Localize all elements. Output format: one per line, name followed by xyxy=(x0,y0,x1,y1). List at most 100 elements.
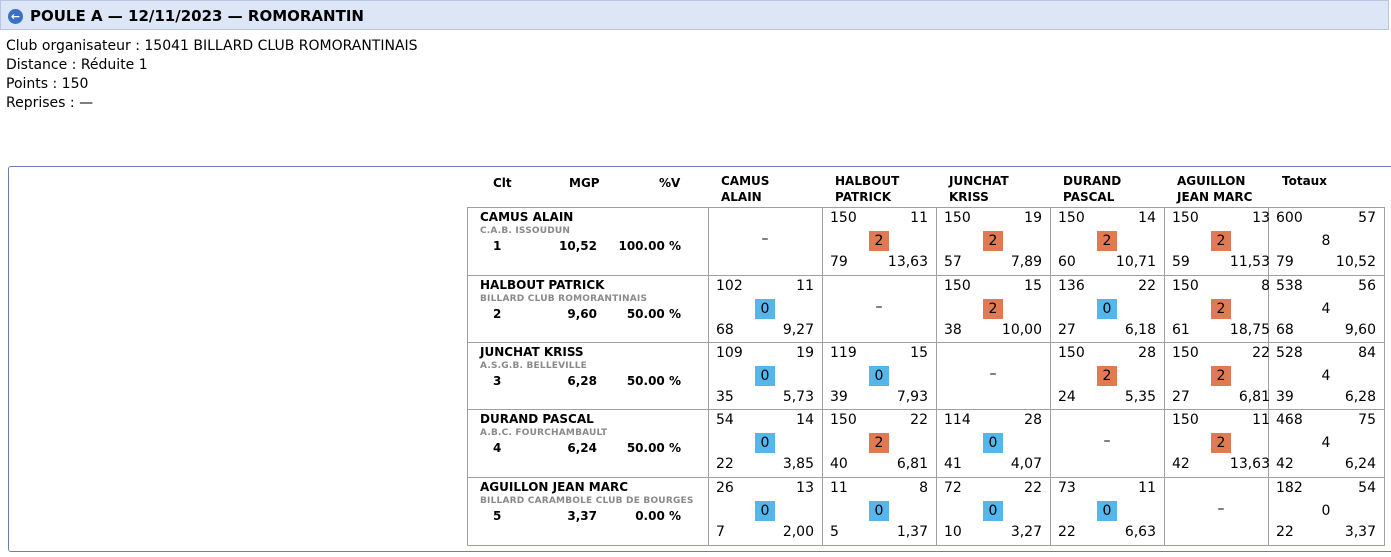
player-club: A.B.C. FOURCHAMBAULT xyxy=(480,428,608,438)
match-serie: 27 xyxy=(1058,322,1076,338)
match-points: 54 xyxy=(716,412,734,428)
match-cell: 54 14 22 3,85 0 xyxy=(708,409,822,477)
match-serie: 79 xyxy=(1276,254,1294,270)
grid-vline xyxy=(467,207,468,546)
match-points: 150 xyxy=(1172,345,1199,361)
player-rank: 4 xyxy=(493,441,502,455)
match-cell: 136 22 27 6,18 0 xyxy=(1050,275,1164,343)
grid-vline xyxy=(1268,207,1269,546)
points: Points : 150 xyxy=(6,76,89,92)
win-badge: 2 xyxy=(1211,366,1231,386)
total-match-points: 4 xyxy=(1321,301,1331,317)
match-reprises: 19 xyxy=(796,345,814,361)
match-serie: 39 xyxy=(830,389,848,405)
match-points: 150 xyxy=(1058,210,1085,226)
match-cell: – xyxy=(708,207,822,275)
player-club: BILLARD CLUB ROMORANTINAIS xyxy=(480,294,648,304)
win-badge: 2 xyxy=(1211,433,1231,453)
totals-cell: 538 56 68 9,60 4 xyxy=(1268,275,1384,343)
win-badge: 2 xyxy=(1097,231,1117,251)
total-match-points: 4 xyxy=(1321,435,1331,451)
win-badge: 2 xyxy=(869,231,889,251)
match-cell: 102 11 68 9,27 0 xyxy=(708,275,822,343)
match-moyenne: 6,18 xyxy=(1124,322,1156,338)
total-match-points: 4 xyxy=(1321,368,1331,384)
match-moyenne: 5,73 xyxy=(782,389,814,405)
match-cell: 73 11 22 6,63 0 xyxy=(1050,477,1164,545)
match-points: 73 xyxy=(1058,480,1076,496)
match-reprises: 22 xyxy=(1138,278,1156,294)
match-serie: 59 xyxy=(1172,254,1190,270)
match-cell: 72 22 10 3,27 0 xyxy=(936,477,1050,545)
header-opponent: HALBOUT PATRICK xyxy=(835,174,900,204)
match-moyenne: 10,00 xyxy=(1001,322,1042,338)
player-name: AGUILLON JEAN MARC xyxy=(480,480,629,494)
match-cell: 150 22 40 6,81 2 xyxy=(822,409,936,477)
match-cell: – xyxy=(1164,477,1278,545)
match-reprises: 11 xyxy=(796,278,814,294)
loss-badge: 0 xyxy=(755,299,775,319)
match-points: 468 xyxy=(1276,412,1303,428)
player-mgp: 10,52 xyxy=(559,239,597,253)
match-moyenne: 13,63 xyxy=(887,254,928,270)
results-panel xyxy=(8,166,1391,552)
win-badge: 2 xyxy=(1097,366,1117,386)
match-points: 150 xyxy=(944,210,971,226)
club-organisateur: Club organisateur : 15041 BILLARD CLUB R… xyxy=(6,38,418,54)
header-totaux: Totaux xyxy=(1282,174,1327,188)
totals-cell: 528 84 39 6,28 4 xyxy=(1268,342,1384,410)
match-points: 150 xyxy=(944,278,971,294)
match-cell: 119 15 39 7,93 0 xyxy=(822,342,936,410)
no-match-dash: – xyxy=(1217,501,1225,517)
totals-cell: 468 75 42 6,24 4 xyxy=(1268,409,1384,477)
match-cell: – xyxy=(822,275,936,343)
no-match-dash: – xyxy=(1103,433,1111,449)
match-reprises: 84 xyxy=(1358,345,1376,361)
grid-hline xyxy=(467,409,1385,410)
match-cell: 11 8 5 1,37 0 xyxy=(822,477,936,545)
match-reprises: 13 xyxy=(1252,210,1270,226)
no-match-dash: – xyxy=(875,299,883,315)
match-moyenne: 7,89 xyxy=(1010,254,1042,270)
competition-info: Club organisateur : 15041 BILLARD CLUB R… xyxy=(6,37,418,113)
back-arrow-icon[interactable]: ← xyxy=(8,9,23,24)
grid-vline xyxy=(1384,207,1385,546)
match-reprises: 8 xyxy=(1261,278,1270,294)
match-moyenne: 6,28 xyxy=(1344,389,1376,405)
match-reprises: 15 xyxy=(1024,278,1042,294)
match-reprises: 11 xyxy=(910,210,928,226)
match-moyenne: 9,60 xyxy=(1344,322,1376,338)
grid-vline xyxy=(936,207,937,546)
match-points: 136 xyxy=(1058,278,1085,294)
match-reprises: 15 xyxy=(910,345,928,361)
match-cell: 150 22 27 6,81 2 xyxy=(1164,342,1278,410)
match-serie: 79 xyxy=(830,254,848,270)
match-points: 150 xyxy=(830,412,857,428)
match-reprises: 11 xyxy=(1138,480,1156,496)
player-pv: 50.00 % xyxy=(626,307,681,321)
match-moyenne: 3,27 xyxy=(1010,524,1042,540)
reprises: Reprises : — xyxy=(6,95,94,111)
match-moyenne: 6,63 xyxy=(1124,524,1156,540)
match-serie: 5 xyxy=(830,524,839,540)
loss-badge: 0 xyxy=(755,501,775,521)
match-cell: 150 19 57 7,89 2 xyxy=(936,207,1050,275)
match-reprises: 19 xyxy=(1024,210,1042,226)
match-moyenne: 6,81 xyxy=(1238,389,1270,405)
header-opponent: DURAND PASCAL xyxy=(1063,174,1122,204)
player-pv: 50.00 % xyxy=(626,374,681,388)
win-badge: 2 xyxy=(1211,299,1231,319)
match-reprises: 13 xyxy=(796,480,814,496)
match-cell: 150 28 24 5,35 2 xyxy=(1050,342,1164,410)
match-points: 150 xyxy=(1172,210,1199,226)
player-name: JUNCHAT KRISS xyxy=(480,345,584,359)
match-points: 72 xyxy=(944,480,962,496)
player-name: DURAND PASCAL xyxy=(480,412,594,426)
match-points: 600 xyxy=(1276,210,1303,226)
match-reprises: 11 xyxy=(1252,412,1270,428)
match-serie: 22 xyxy=(1058,524,1076,540)
match-cell: 150 11 42 13,63 2 xyxy=(1164,409,1278,477)
match-moyenne: 1,37 xyxy=(896,524,928,540)
title-bar: ← POULE A — 12/11/2023 — ROMORANTIN xyxy=(0,0,1389,30)
grid-hline xyxy=(467,207,1385,208)
